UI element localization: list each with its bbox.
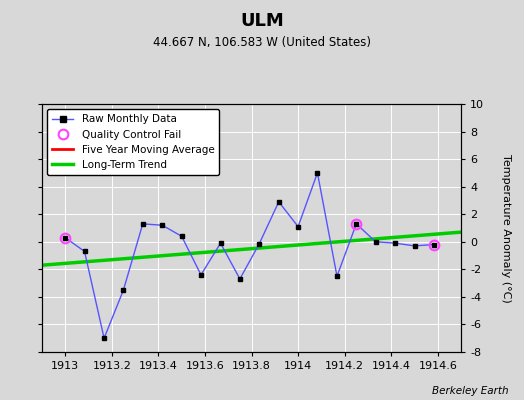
- Text: ULM: ULM: [240, 12, 284, 30]
- Y-axis label: Temperature Anomaly (°C): Temperature Anomaly (°C): [501, 154, 511, 302]
- Text: Berkeley Earth: Berkeley Earth: [432, 386, 508, 396]
- Text: 44.667 N, 106.583 W (United States): 44.667 N, 106.583 W (United States): [153, 36, 371, 49]
- Legend: Raw Monthly Data, Quality Control Fail, Five Year Moving Average, Long-Term Tren: Raw Monthly Data, Quality Control Fail, …: [47, 109, 220, 175]
